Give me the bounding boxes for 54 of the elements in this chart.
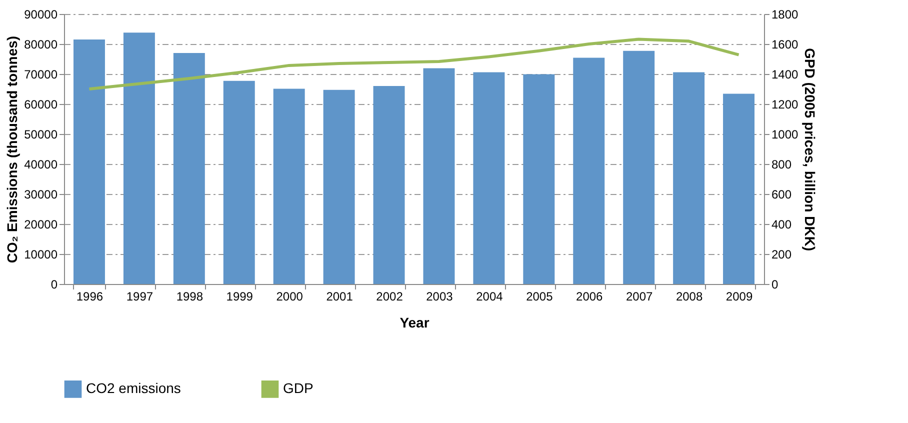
- y2-tick-label: 1000: [772, 128, 799, 142]
- x-tick-label: 2005: [526, 290, 554, 304]
- y-tick-label: 90000: [24, 8, 58, 22]
- bar: [623, 50, 655, 284]
- x-tick-label: 1997: [126, 290, 154, 304]
- y-tick-label: 80000: [24, 38, 58, 52]
- y2-tick-label: 1400: [772, 68, 799, 82]
- y-axis-title: CO₂ Emissions (thousand tonnes): [4, 36, 20, 264]
- bar: [223, 80, 255, 284]
- bar: [573, 58, 605, 284]
- x-tick-label: 2009: [726, 290, 753, 304]
- y-tick-label: 70000: [24, 68, 58, 82]
- y2-tick-label: 1200: [772, 98, 799, 112]
- x-tick-label: 2008: [676, 290, 703, 304]
- x-tick-label: 1998: [176, 290, 204, 304]
- bar: [473, 72, 505, 284]
- bar: [73, 40, 105, 284]
- x-tick-label: 2006: [576, 290, 604, 304]
- line-series: [88, 38, 740, 90]
- x-tick-label: 1996: [76, 290, 104, 304]
- y-tick-label: 20000: [24, 218, 58, 232]
- y-tick-label: 10000: [24, 248, 58, 262]
- legend-label: CO2 emissions: [86, 380, 181, 396]
- bar: [123, 32, 155, 284]
- y-tick-label: 30000: [24, 188, 58, 202]
- x-tick-label: 2007: [626, 290, 654, 304]
- legend-label: GDP: [283, 380, 314, 396]
- y-tick-label: 40000: [24, 158, 58, 172]
- bar: [723, 94, 755, 284]
- bar: [673, 72, 705, 284]
- bar: [373, 86, 405, 284]
- x-tick-label: 2003: [426, 290, 454, 304]
- bar: [273, 88, 305, 284]
- y2-tick-label: 0: [772, 278, 778, 292]
- bar: [323, 90, 355, 284]
- y2-tick-label: 600: [772, 188, 792, 202]
- x-tick-label: 1999: [226, 290, 254, 304]
- y-tick-label: 60000: [24, 98, 58, 112]
- y2-tick-label: 400: [772, 218, 792, 232]
- y2-tick-label: 1800: [772, 8, 799, 22]
- bar: [523, 74, 555, 284]
- y2-axis-title: GPD (2005 prices, billion DKK): [802, 48, 818, 252]
- y2-tick-label: 800: [772, 158, 792, 172]
- x-tick-label: 2004: [476, 290, 504, 304]
- y2-tick-label: 200: [772, 248, 792, 262]
- x-tick-label: 2001: [326, 290, 354, 304]
- bar: [173, 53, 205, 284]
- x-tick-label: 2002: [376, 290, 404, 304]
- bar: [423, 68, 455, 284]
- x-axis-title: Year: [400, 314, 430, 330]
- y-tick-label: 50000: [24, 128, 58, 142]
- x-tick-label: 2000: [276, 290, 304, 304]
- y2-tick-label: 1600: [772, 38, 799, 52]
- y-tick-label: 0: [50, 278, 58, 292]
